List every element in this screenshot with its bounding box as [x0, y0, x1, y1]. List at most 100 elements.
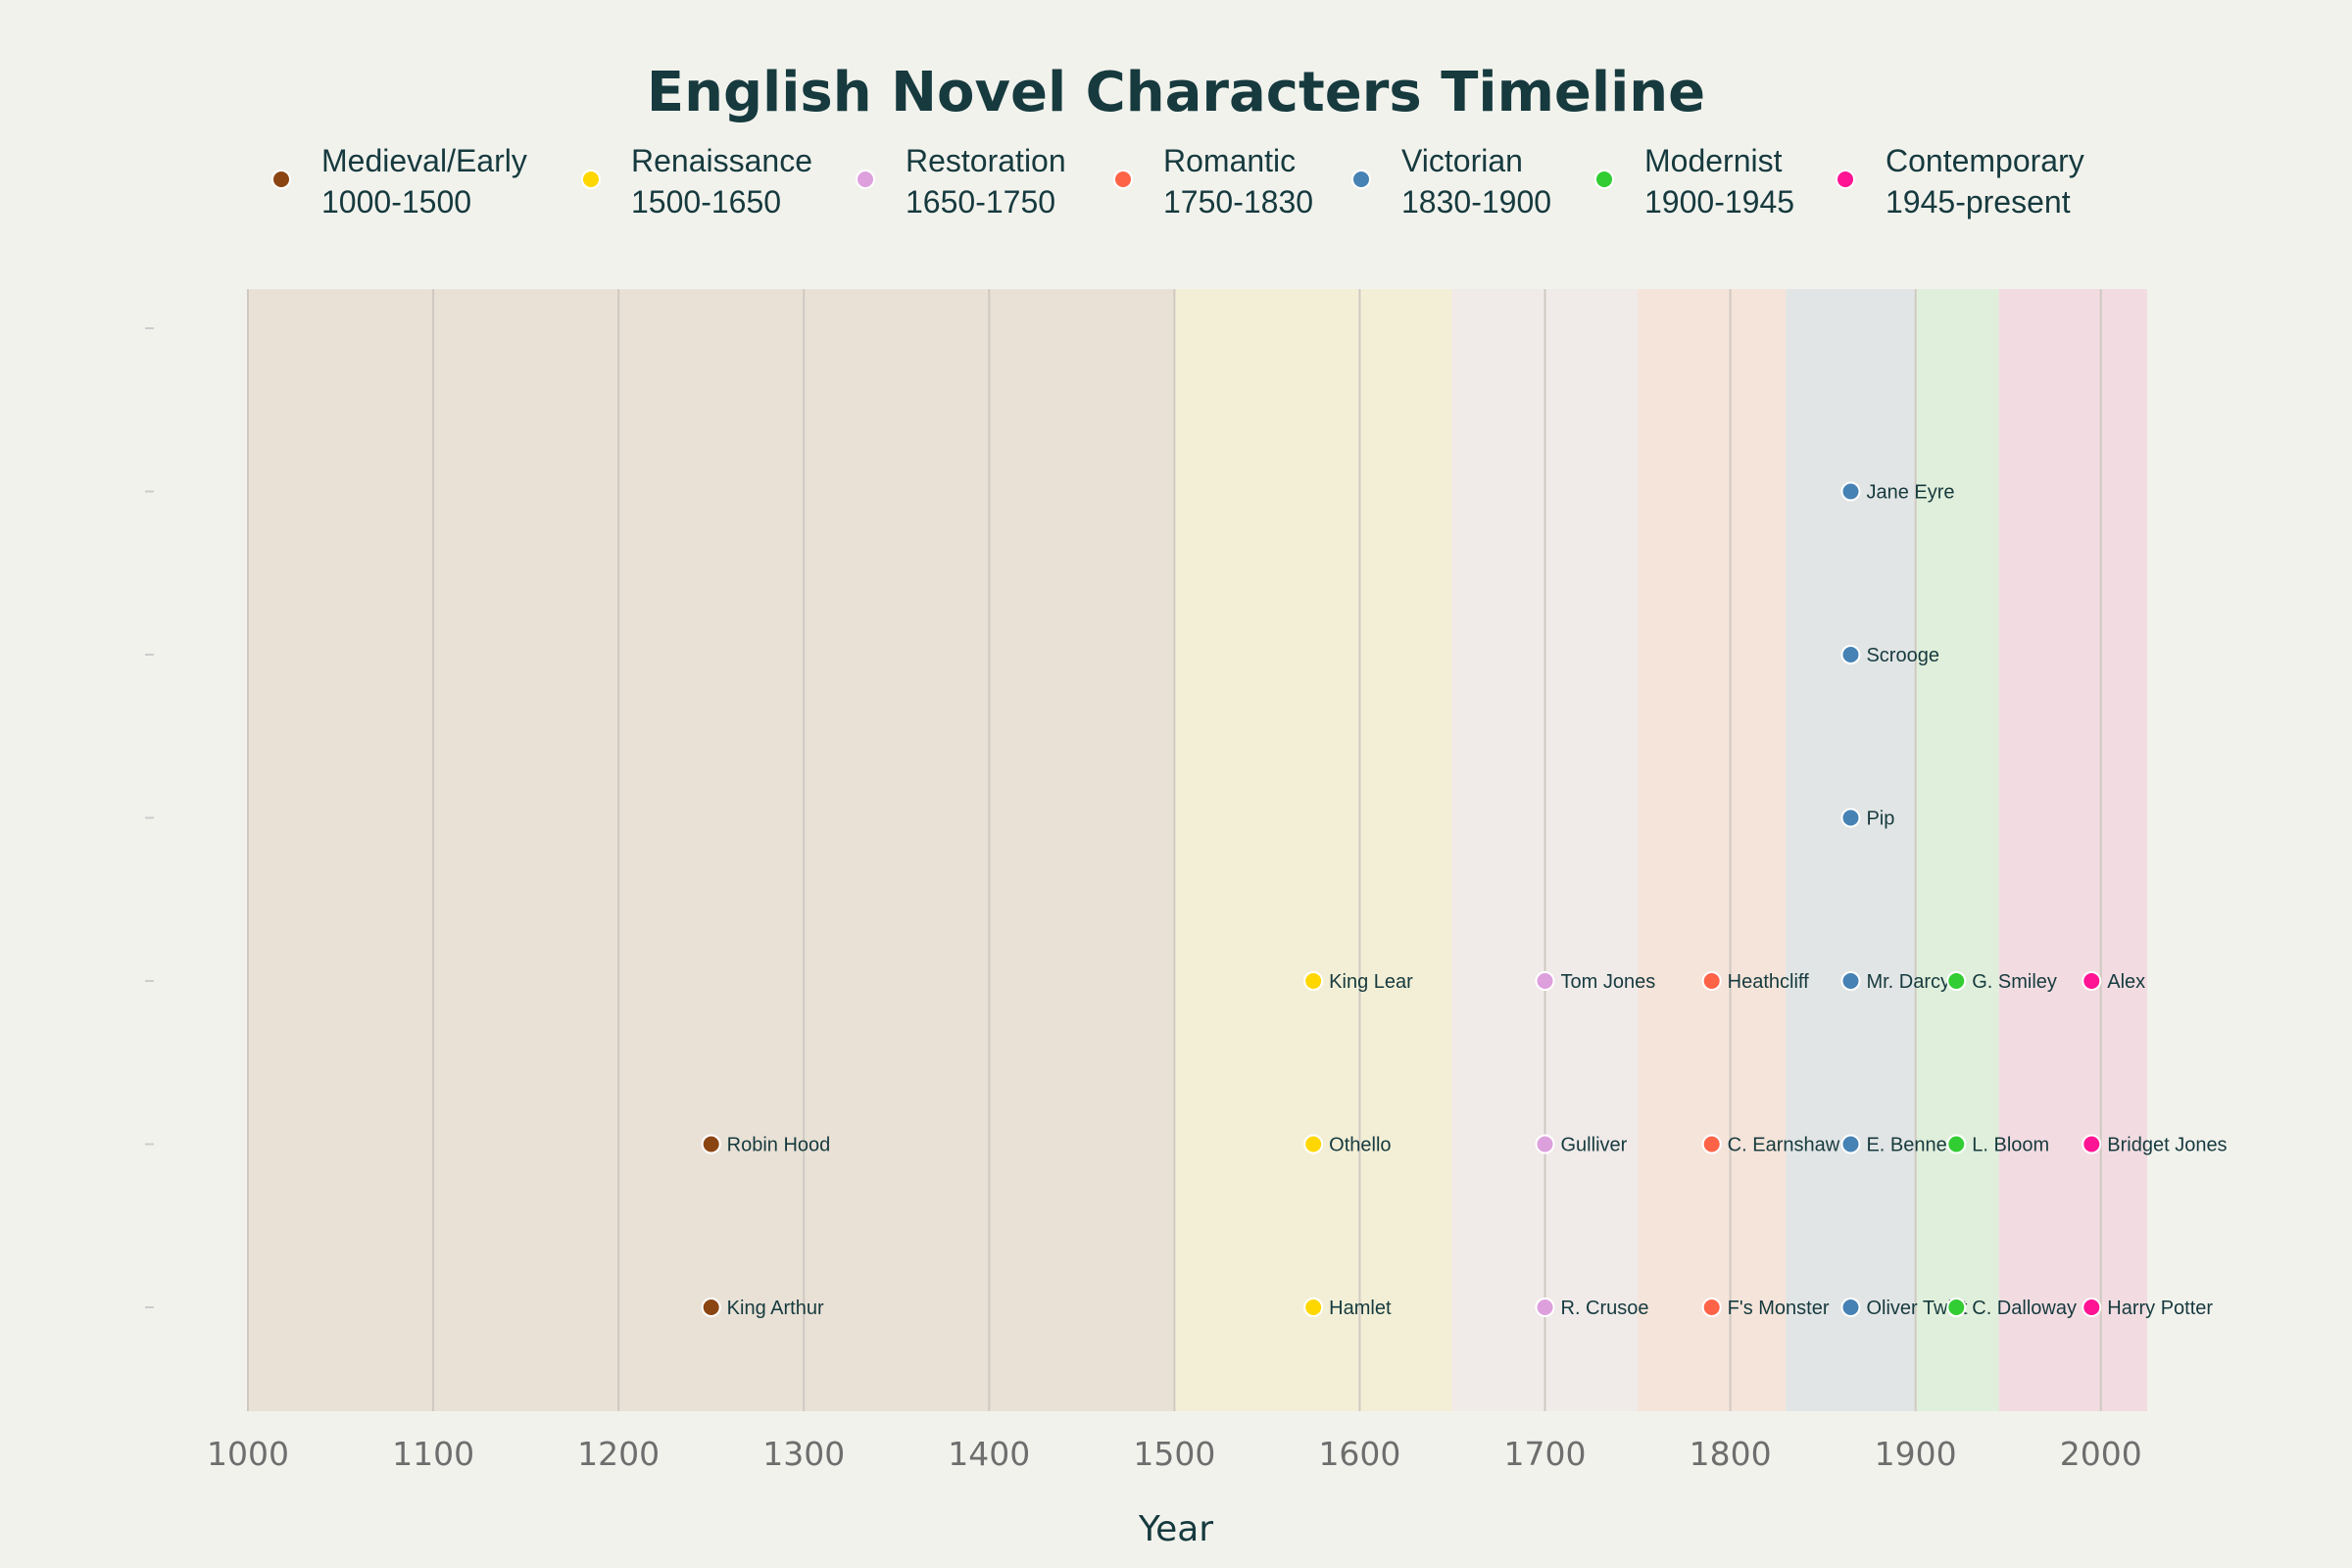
label-pip: Pip: [1866, 808, 1894, 830]
label-l-bloom: L. Bloom: [1972, 1135, 2049, 1156]
marker-harry-potter: [2082, 1298, 2102, 1317]
label-c-earnshaw: C. Earnshaw: [1728, 1135, 1840, 1156]
marker-scrooge: [1840, 645, 1861, 664]
legend-name-medieval-early: Medieval/Early: [321, 143, 527, 178]
point-jane-eyre: Jane Eyre: [1840, 481, 1955, 504]
marker-othello: [1303, 1134, 1324, 1154]
legend-name-victorian: Victorian: [1401, 143, 1523, 178]
point-c-dalloway: C. Dalloway: [1946, 1298, 2077, 1319]
point-othello: Othello: [1303, 1134, 1392, 1156]
label-scrooge: Scrooge: [1866, 645, 1939, 666]
label-gulliver: Gulliver: [1561, 1135, 1628, 1156]
legend-marker-renaissance: [581, 170, 601, 189]
x-axis-label: Year: [1138, 1509, 1213, 1549]
legend-item-modernist: Modernist 1900-1945: [1594, 143, 1794, 220]
point-robin-hood: Robin Hood: [701, 1134, 831, 1156]
legend-marker-contemporary: [1836, 170, 1855, 189]
legend-item-renaissance: Renaissance 1500-1650: [581, 143, 812, 220]
marker-c-earnshaw: [1701, 1134, 1722, 1154]
band-contemporary: [1998, 289, 2147, 1411]
x-tick-label-1900: 1900: [1875, 1435, 1957, 1473]
marker-gulliver: [1535, 1134, 1555, 1154]
label-c-dalloway: C. Dalloway: [1972, 1298, 2077, 1319]
y-axis-ticks: [145, 327, 154, 1308]
point-c-earnshaw: C. Earnshaw: [1701, 1134, 1840, 1156]
x-tick-label-1300: 1300: [762, 1435, 845, 1473]
label-e-bennet: E. Bennet: [1866, 1135, 1952, 1156]
marker-robin-hood: [701, 1134, 721, 1154]
marker-g-smiley: [1946, 971, 1967, 991]
legend-marker-modernist: [1594, 170, 1614, 189]
x-tick-label-1700: 1700: [1504, 1435, 1587, 1473]
marker-heathcliff: [1701, 971, 1722, 991]
x-tick-label-1100: 1100: [392, 1435, 474, 1473]
legend-name-modernist: Modernist: [1644, 143, 1783, 178]
legend-marker-restoration: [856, 170, 875, 189]
legend: Medieval/Early 1000-1500 Renaissance 1500-1…: [271, 143, 2084, 220]
marker-king-arthur: [701, 1298, 721, 1317]
point-tom-jones: Tom Jones: [1535, 971, 1656, 993]
marker-mr-darcy: [1840, 971, 1861, 991]
legend-name-romantic: Romantic: [1163, 143, 1296, 178]
label-heathcliff: Heathcliff: [1728, 971, 1809, 993]
marker-pip: [1840, 808, 1861, 828]
x-tick-label-1600: 1600: [1318, 1435, 1400, 1473]
legend-range-modernist: 1900-1945: [1644, 184, 1794, 220]
legend-range-contemporary: 1945-present: [1886, 184, 2071, 220]
point-king-lear: King Lear: [1303, 971, 1413, 993]
legend-name-restoration: Restoration: [906, 143, 1066, 178]
x-tick-label-1200: 1200: [577, 1435, 660, 1473]
legend-name-renaissance: Renaissance: [631, 143, 812, 178]
legend-item-contemporary: Contemporary 1945-present: [1836, 143, 2084, 220]
point-hamlet: Hamlet: [1303, 1298, 1392, 1319]
label-tom-jones: Tom Jones: [1561, 971, 1656, 993]
point-scrooge: Scrooge: [1840, 645, 1939, 666]
point-heathcliff: Heathcliff: [1701, 971, 1809, 993]
x-tick-label-1500: 1500: [1133, 1435, 1215, 1473]
band-renaissance: [1174, 289, 1452, 1411]
legend-marker-medieval-early: [271, 170, 291, 189]
label-oliver-twist: Oliver Twist: [1866, 1298, 1967, 1319]
point-f-s-monster: F's Monster: [1701, 1298, 1830, 1319]
marker-r-crusoe: [1535, 1298, 1555, 1317]
chart-title: English Novel Characters Timeline: [647, 61, 1705, 124]
legend-marker-romantic: [1113, 170, 1133, 189]
label-mr-darcy: Mr. Darcy: [1866, 971, 1950, 993]
band-medieval-early: [248, 289, 1175, 1411]
marker-e-bennet: [1840, 1134, 1861, 1154]
point-gulliver: Gulliver: [1535, 1134, 1628, 1156]
band-modernist: [1915, 289, 1999, 1411]
marker-alex: [2082, 971, 2102, 991]
point-harry-potter: Harry Potter: [2082, 1298, 2213, 1319]
label-robin-hood: Robin Hood: [727, 1135, 831, 1156]
marker-king-lear: [1303, 971, 1324, 991]
label-king-lear: King Lear: [1329, 971, 1413, 993]
band-victorian: [1786, 289, 1916, 1411]
legend-item-victorian: Victorian 1830-1900: [1351, 143, 1551, 220]
legend-marker-victorian: [1351, 170, 1371, 189]
label-r-crusoe: R. Crusoe: [1561, 1298, 1649, 1319]
label-bridget-jones: Bridget Jones: [2107, 1135, 2227, 1156]
legend-range-romantic: 1750-1830: [1163, 184, 1313, 220]
point-pip: Pip: [1840, 808, 1894, 830]
character-points: King Arthur Robin Hood Hamlet Othello King L…: [701, 481, 2228, 1319]
x-tick-label-1800: 1800: [1690, 1435, 1772, 1473]
x-tick-label-2000: 2000: [2060, 1435, 2142, 1473]
point-alex: Alex: [2082, 971, 2145, 993]
label-harry-potter: Harry Potter: [2107, 1298, 2213, 1319]
x-axis-ticks: 1000 1100 1200 1300 1400 1500 1600 1700 1800 1900…: [207, 1435, 2142, 1473]
legend-range-restoration: 1650-1750: [906, 184, 1055, 220]
x-tick-label-1000: 1000: [207, 1435, 289, 1473]
label-f-s-monster: F's Monster: [1728, 1298, 1830, 1319]
marker-oliver-twist: [1840, 1298, 1861, 1317]
legend-range-renaissance: 1500-1650: [631, 184, 781, 220]
label-alex: Alex: [2107, 971, 2145, 993]
x-tick-label-1400: 1400: [948, 1435, 1030, 1473]
legend-item-restoration: Restoration 1650-1750: [856, 143, 1066, 220]
marker-hamlet: [1303, 1298, 1324, 1317]
legend-range-medieval-early: 1000-1500: [321, 184, 471, 220]
marker-f-s-monster: [1701, 1298, 1722, 1317]
label-jane-eyre: Jane Eyre: [1866, 482, 1954, 504]
period-bands: [248, 289, 2147, 1411]
